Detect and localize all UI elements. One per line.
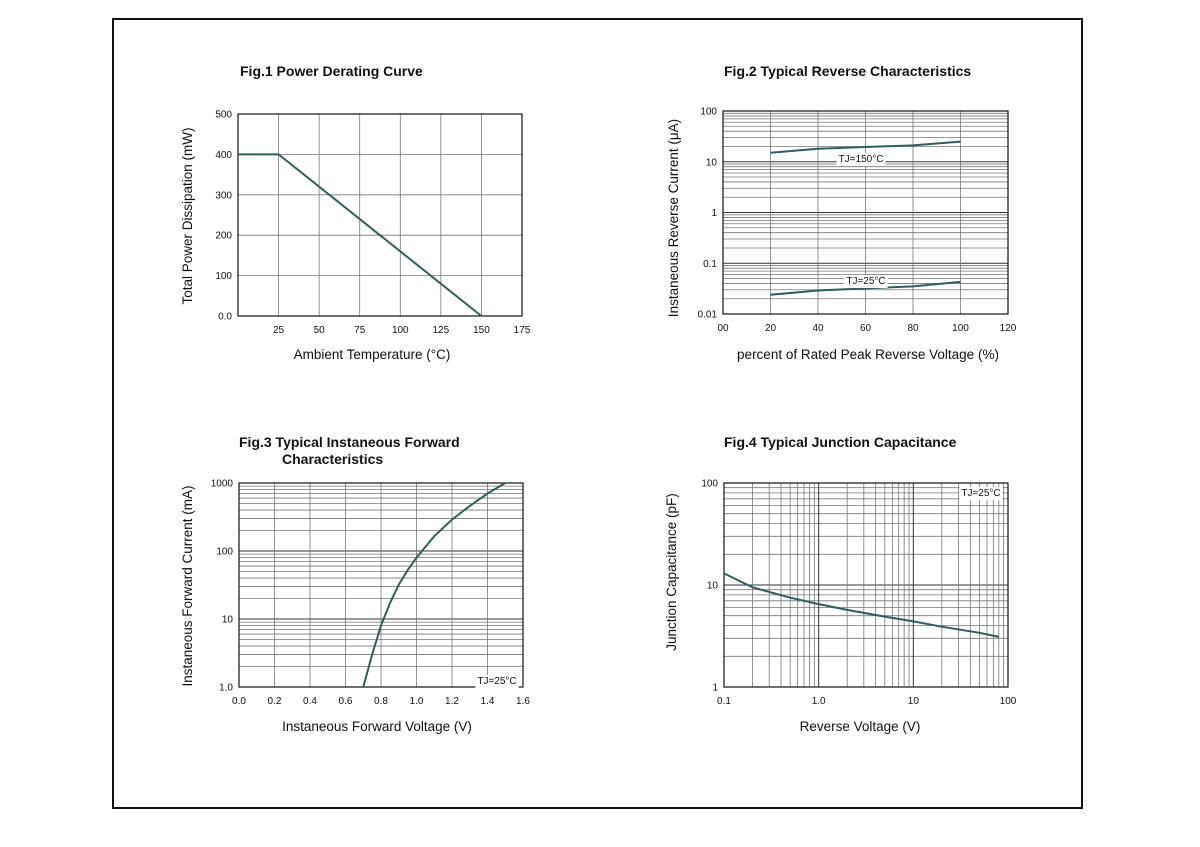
fig2-xlabel: percent of Rated Peak Reverse Voltage (%… [737,347,999,362]
fig2-plot [722,110,1009,315]
fig3-ytick-label: 100 [216,547,233,558]
fig1-xtick-label: 150 [473,325,490,336]
fig2-ylabel: Instaneous Reverse Current (μA) [666,119,681,317]
fig4-xlabel: Reverse Voltage (V) [800,719,921,734]
fig2-xtick-label: 20 [765,323,777,334]
fig3-xtick-label: 0.6 [339,696,353,707]
fig4-xtick-label: 1.0 [812,696,826,707]
fig4-axes-box [723,482,1009,688]
fig2-xtick-label: 80 [907,323,919,334]
fig2-series-1-line [770,140,961,154]
fig3-ylabel: Instaneous Forward Current (mA) [180,485,195,686]
fig3-ytick-label: 10 [222,615,234,626]
fig1-ytick-label: 0.0 [218,312,232,323]
fig4-xtick-label: 100 [1000,696,1017,707]
fig4-ytick-label: 1 [712,683,718,694]
fig2-ytick-label: 100 [700,107,717,118]
fig2-ytick-label: 0.1 [703,259,717,270]
fig3-annotation-tj25: TJ=25°C [477,676,516,687]
fig1-xtick-label: 100 [392,325,409,336]
fig4-plot [723,482,1009,688]
fig2-axes-box [722,110,1009,315]
fig3-axes-box [238,482,524,688]
fig1-axes-box [237,113,523,317]
fig1-ytick-label: 300 [215,190,232,201]
fig1-xtick-label: 125 [433,325,450,336]
fig2-xtick-label: 120 [1000,323,1017,334]
fig2-annotation-tj25: TJ=25°C [846,276,885,287]
fig4-annotation-tj25-bg [959,487,1003,500]
fig3-title-line2: Characteristics [282,451,383,467]
fig2-annotation-tj25-bg [844,275,888,288]
fig3-xtick-label: 0.2 [268,696,282,707]
fig1-ytick-label: 200 [215,231,232,242]
fig1-xtick-label: 75 [354,325,366,336]
fig1-ytick-label: 500 [215,110,232,121]
fig1-ylabel: Total Power Dissipation (mW) [180,127,195,304]
fig2-series-2-line [770,280,961,296]
fig3-ytick-label: 1000 [211,479,234,490]
fig4-xtick-label: 10 [908,696,920,707]
figure-frame [112,18,1083,809]
fig3-title: Fig.3 Typical Instaneous Forward [239,434,460,450]
fig2-ytick-label: 0.01 [698,310,718,321]
fig1-plot [237,113,523,317]
fig4-series-1-line [723,572,1000,638]
fig2-title: Fig.2 Typical Reverse Characteristics [724,63,971,79]
fig1-ytick-label: 400 [215,150,232,161]
fig4-ytick-label: 100 [701,479,718,490]
fig1-xtick-label: 25 [273,325,285,336]
fig3-annotation-tj25-bg [475,675,519,688]
fig3-xtick-label: 1.6 [516,696,530,707]
fig2-xtick-label: 100 [952,323,969,334]
fig1-xtick-label: 175 [514,325,531,336]
fig3-plot [238,482,524,688]
fig2-annotation-tj150-bg [836,153,886,166]
fig3-xlabel: Instaneous Forward Voltage (V) [282,719,472,734]
fig3-xtick-label: 0.4 [303,696,317,707]
fig3-xtick-label: 1.2 [445,696,459,707]
fig1-xtick-label: 50 [314,325,326,336]
fig4-ylabel: Junction Capacitance (pF) [664,493,679,651]
fig4-annotation-tj25: TJ=25°C [961,488,1000,499]
fig2-ytick-label: 1 [711,208,717,219]
fig3-xtick-label: 0.8 [374,696,388,707]
fig1-series-1-line [238,153,483,317]
fig4-ytick-label: 10 [707,581,719,592]
fig4-xtick-label: 0.1 [717,696,731,707]
fig2-xtick-label: 60 [860,323,872,334]
fig3-xtick-label: 0.0 [232,696,246,707]
fig1-ytick-label: 100 [215,271,232,282]
fig2-annotation-tj150: TJ=150°C [839,154,884,165]
fig1-title: Fig.1 Power Derating Curve [240,63,423,79]
fig2-xtick-label: 40 [812,323,824,334]
fig3-ytick-label: 1.0 [219,683,233,694]
fig3-xtick-label: 1.0 [410,696,424,707]
fig3-xtick-label: 1.4 [481,696,495,707]
fig3-series-1-line [362,482,506,688]
fig2-ytick-label: 10 [706,157,718,168]
fig2-xtick-label: 00 [717,323,729,334]
fig4-title: Fig.4 Typical Junction Capacitance [724,434,957,450]
fig1-xlabel: Ambient Temperature (°C) [294,347,451,362]
